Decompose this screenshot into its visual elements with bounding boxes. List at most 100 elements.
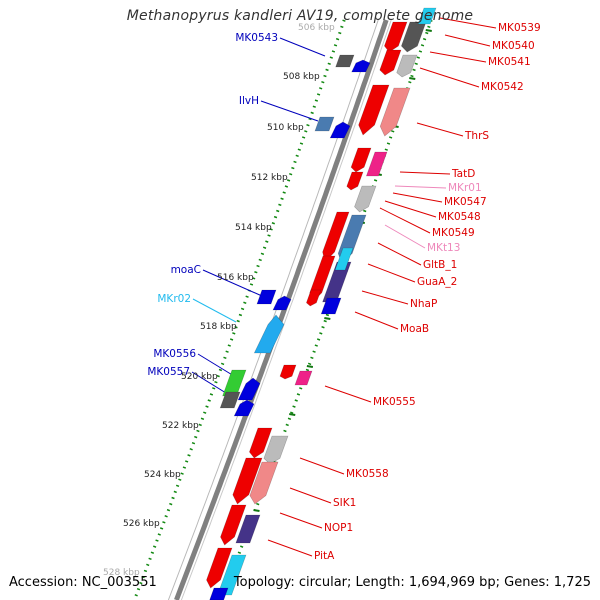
gene-label-mk0556: MK0556 — [153, 348, 196, 360]
gene-mk0557-arrow — [233, 399, 255, 417]
gene-mk0555 — [279, 364, 297, 380]
gene-label-guaa_2: GuaA_2 — [417, 276, 458, 288]
gene-ilvh — [314, 116, 335, 132]
gene-label-sik1: SIK1 — [333, 497, 357, 509]
gene-mk0542 — [358, 84, 390, 136]
gene-label-pita: PitA — [314, 550, 335, 562]
gene-ilvh-arrow — [329, 121, 351, 139]
kbp-tick-label: 528 kbp — [103, 568, 140, 578]
gene-label-gltb_1: GltB_1 — [423, 259, 458, 271]
leader-mk0540 — [444, 34, 491, 47]
gene-label-nhap: NhaP — [410, 298, 438, 310]
kbp-tick-label: 524 kbp — [144, 470, 181, 480]
topology-label: Topology: circular; Length: 1,694,969 bp… — [233, 575, 591, 590]
gene-moab-blue — [320, 297, 342, 315]
leader-thrs — [416, 122, 464, 137]
gene-label-mk0557: MK0557 — [147, 366, 190, 378]
leader-mk0543 — [279, 37, 326, 57]
track-tick — [289, 413, 296, 416]
gene-label-mk0555: MK0555 — [373, 396, 416, 408]
leader-nop1 — [279, 512, 323, 529]
gene-mk0541 — [379, 49, 402, 76]
kbp-tick-label: 510 kbp — [267, 123, 304, 133]
leader-moac — [202, 269, 263, 297]
kbp-tick-label: 506 kbp — [298, 23, 335, 33]
leader-moab — [354, 311, 399, 330]
kbp-tick-label: 526 kbp — [123, 519, 160, 529]
kbp-tick-label: 508 kbp — [283, 72, 320, 82]
gene-label-mk0543: MK0543 — [235, 32, 278, 44]
leader-mk0549 — [379, 207, 431, 234]
leader-sik1 — [289, 487, 332, 504]
gene-pita — [206, 547, 233, 589]
leader-mk0557 — [191, 371, 227, 394]
accession-label: Accession: NC_003551 — [9, 575, 157, 590]
leader-mkt13 — [384, 224, 426, 249]
gene-thrs — [379, 87, 411, 137]
gene-moab — [306, 289, 322, 307]
gene-mk0547 — [346, 171, 364, 191]
gene-label-mk0548: MK0548 — [438, 211, 481, 223]
gene-pita-cyan — [217, 554, 247, 596]
track-tick — [425, 29, 432, 32]
gene-mkr01 — [365, 151, 388, 177]
gene-label-mk0541: MK0541 — [488, 56, 531, 68]
gene-nop1 — [220, 504, 247, 546]
gene-label-tatd: TatD — [452, 168, 476, 180]
gene-moac-arrow — [272, 295, 292, 311]
gene-label-mk0549: MK0549 — [432, 227, 475, 239]
kbp-tick-label: 514 kbp — [235, 223, 272, 233]
leader-pita — [267, 539, 313, 557]
gene-mk0543-arrow — [351, 59, 371, 73]
gene-moac — [256, 289, 277, 305]
gene-nop1-purple — [235, 514, 261, 544]
gene-mk0557 — [219, 391, 241, 409]
genome-title: Methanopyrus kandleri AV19, complete gen… — [126, 8, 474, 24]
track-tick — [409, 77, 416, 80]
gene-pita-blue — [209, 587, 229, 600]
gene-tatd — [350, 147, 372, 173]
gene-mk0558-grey — [263, 435, 289, 465]
gene-sik1 — [232, 457, 263, 505]
leader-mk0556 — [197, 353, 235, 377]
gene-label-mkr01: MKr01 — [448, 182, 482, 194]
leader-nhap — [361, 290, 409, 305]
leader-mk0541 — [429, 51, 487, 63]
gene-label-mkr02: MKr02 — [157, 293, 191, 305]
gene-label-mk0542: MK0542 — [481, 81, 524, 93]
gene-label-moac: moaC — [170, 264, 201, 276]
gene-mk0543 — [335, 54, 355, 68]
kbp-tick-label: 512 kbp — [251, 173, 288, 183]
track-tick — [306, 365, 314, 368]
gene-label-thrs: ThrS — [465, 130, 490, 142]
gene-label-nop1: NOP1 — [324, 522, 354, 534]
leader-tatd — [399, 171, 451, 175]
gene-label-mk0539: MK0539 — [498, 22, 541, 34]
gene-mk0556-arrow — [237, 377, 261, 401]
leader-mkr02 — [192, 298, 237, 323]
leader-gltb_1 — [377, 242, 422, 266]
gene-sik1-light — [249, 461, 279, 505]
gene-label-mk0547: MK0547 — [444, 196, 487, 208]
gene-mk0541-grey — [396, 54, 418, 78]
gene-cyan-small — [334, 247, 354, 271]
leader-mk0558 — [299, 457, 345, 475]
kbp-tick-label: 518 kbp — [200, 322, 237, 332]
gene-label-moab: MoaB — [400, 323, 430, 335]
backbone-edge — [180, 19, 392, 600]
gene-label-mkt13: MKt13 — [427, 242, 461, 254]
leader-mk0555 — [324, 385, 372, 403]
gene-mk0555-pink — [294, 370, 313, 386]
leader-mk0539 — [439, 17, 497, 29]
kbp-tick-label: 520 kbp — [181, 372, 218, 382]
gene-mkr02 — [253, 314, 285, 354]
gene-label-ilvh: IlvH — [238, 95, 259, 107]
leader-guaa_2 — [367, 263, 416, 283]
gene-mk0539-cyan — [417, 7, 437, 25]
gene-mk0558 — [249, 427, 273, 459]
leader-mk0542 — [419, 67, 480, 88]
kbp-tick-label: 516 kbp — [217, 273, 254, 283]
leader-mk0547 — [392, 192, 443, 203]
track-tick — [253, 509, 260, 512]
